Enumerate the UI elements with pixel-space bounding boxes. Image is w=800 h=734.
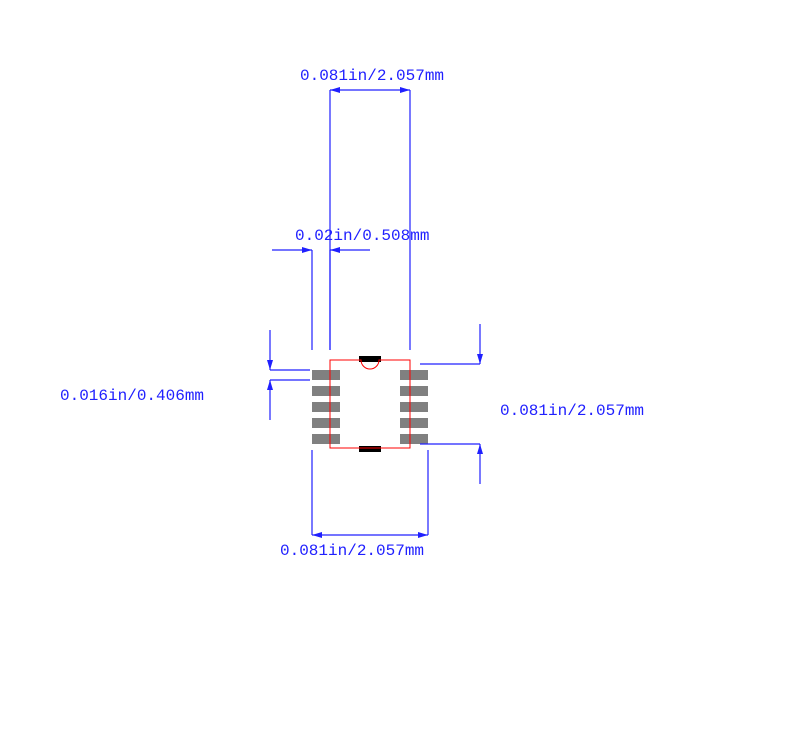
dimension-label: 0.016in/0.406mm [60, 387, 204, 405]
package-outline [330, 360, 410, 448]
pad-left [312, 386, 340, 396]
dimension-label: 0.081in/2.057mm [280, 542, 424, 560]
pad-right [400, 418, 428, 428]
pad-right [400, 402, 428, 412]
pad-right [400, 370, 428, 380]
pad-left [312, 370, 340, 380]
dimension-label: 0.081in/2.057mm [500, 402, 644, 420]
pad-right [400, 386, 428, 396]
footprint-drawing: 0.081in/2.057mm 0.02in/0.508mm 0.081in/2.0… [0, 0, 800, 734]
dimension-label: 0.02in/0.508mm [295, 227, 429, 245]
pad-left [312, 402, 340, 412]
pad-left [312, 434, 340, 444]
dimension-label: 0.081in/2.057mm [300, 67, 444, 85]
tab-top [359, 356, 381, 362]
tab-bottom [359, 446, 381, 452]
pad-right [400, 434, 428, 444]
pad-left [312, 418, 340, 428]
